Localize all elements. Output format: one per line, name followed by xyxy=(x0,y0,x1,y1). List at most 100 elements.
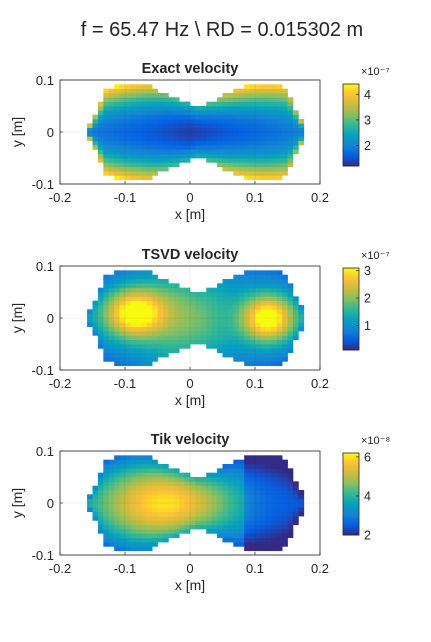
heatmap-cell xyxy=(98,123,104,128)
heatmap-cell xyxy=(120,283,126,288)
heatmap-cell xyxy=(185,499,191,504)
heatmap-cell xyxy=(244,141,250,146)
heatmap-cell xyxy=(255,516,261,521)
heatmap-cell xyxy=(260,106,266,111)
heatmap-cell xyxy=(185,301,191,306)
heatmap-cell xyxy=(228,102,234,107)
heatmap-cell xyxy=(260,348,266,353)
heatmap-cell xyxy=(158,123,164,128)
heatmap-cell xyxy=(250,455,256,460)
heatmap-cell xyxy=(120,149,126,154)
heatmap-cell xyxy=(158,520,164,525)
heatmap-cell xyxy=(277,353,283,358)
heatmap-cell xyxy=(260,486,266,491)
heatmap-cell xyxy=(260,499,266,504)
heatmap-cell xyxy=(206,486,212,491)
heatmap-cell xyxy=(190,119,196,124)
heatmap-cell xyxy=(93,516,99,521)
heatmap-cell xyxy=(103,533,109,538)
heatmap-cell xyxy=(136,128,142,133)
heatmap-cell xyxy=(158,348,164,353)
heatmap-cell xyxy=(244,507,250,512)
heatmap-cell xyxy=(103,340,109,345)
heatmap-cell xyxy=(152,477,158,482)
heatmap-cell xyxy=(120,167,126,172)
heatmap-cell xyxy=(179,507,185,512)
heatmap-cell xyxy=(141,327,147,332)
heatmap-cell xyxy=(293,309,299,314)
heatmap-cell xyxy=(206,516,212,521)
heatmap-cell xyxy=(233,136,239,141)
heatmap-cell xyxy=(168,309,174,314)
heatmap-cell xyxy=(190,149,196,154)
heatmap-cell xyxy=(109,119,115,124)
heatmap-cell xyxy=(239,322,245,327)
heatmap-cell xyxy=(277,318,283,323)
heatmap-cell xyxy=(190,477,196,482)
heatmap-cell xyxy=(120,132,126,137)
heatmap-cell xyxy=(103,292,109,297)
heatmap-cell xyxy=(109,305,115,310)
heatmap-cell xyxy=(147,460,153,465)
heatmap-cell xyxy=(217,318,223,323)
heatmap-cell xyxy=(195,292,201,297)
heatmap-cell xyxy=(114,538,120,543)
heatmap-cell xyxy=(266,145,272,150)
heatmap-cell xyxy=(147,348,153,353)
heatmap-cell xyxy=(250,542,256,547)
heatmap-cell xyxy=(288,145,294,150)
heatmap-cell xyxy=(266,322,272,327)
heatmap-cell xyxy=(130,154,136,159)
x-tick-label: -0.1 xyxy=(114,376,136,391)
heatmap-cell xyxy=(239,507,245,512)
y-axis-label: y [m] xyxy=(9,117,25,147)
heatmap-cell xyxy=(93,494,99,499)
heatmap-cell xyxy=(152,357,158,362)
heatmap-cell xyxy=(233,318,239,323)
heatmap-cell xyxy=(201,525,207,530)
heatmap-cell xyxy=(136,486,142,491)
heatmap-cell xyxy=(125,141,131,146)
heatmap-cell xyxy=(250,516,256,521)
heatmap-cell xyxy=(152,344,158,349)
heatmap-cell xyxy=(98,141,104,146)
heatmap-cell xyxy=(125,490,131,495)
heatmap-cell xyxy=(158,507,164,512)
heatmap-cell xyxy=(158,288,164,293)
heatmap-cell xyxy=(125,460,131,465)
heatmap-cell xyxy=(141,288,147,293)
heatmap-cell xyxy=(190,106,196,111)
heatmap-cell xyxy=(223,154,229,159)
heatmap-cell xyxy=(163,525,169,530)
heatmap-cell xyxy=(244,128,250,133)
heatmap-cell xyxy=(239,275,245,280)
heatmap-cell xyxy=(163,288,169,293)
heatmap-cell xyxy=(87,503,93,508)
heatmap-cell xyxy=(217,486,223,491)
heatmap-cell xyxy=(114,162,120,167)
heatmap-cell xyxy=(147,468,153,473)
heatmap-cell xyxy=(201,149,207,154)
heatmap-cell xyxy=(136,481,142,486)
heatmap-cell xyxy=(201,128,207,133)
heatmap-cell xyxy=(179,503,185,508)
heatmap-cell xyxy=(130,322,136,327)
heatmap-cell xyxy=(233,154,239,159)
heatmap-cell xyxy=(98,136,104,141)
heatmap-cell xyxy=(255,158,261,163)
heatmap-cell xyxy=(255,97,261,102)
heatmap-cell xyxy=(179,520,185,525)
heatmap-cell xyxy=(195,132,201,137)
heatmap-cell xyxy=(212,503,218,508)
heatmap-cell xyxy=(125,486,131,491)
heatmap-cell xyxy=(103,512,109,517)
heatmap-cell xyxy=(244,93,250,98)
heatmap-cell xyxy=(152,106,158,111)
heatmap-cell xyxy=(277,331,283,336)
heatmap-cell xyxy=(271,270,277,275)
heatmap-cell xyxy=(293,331,299,336)
heatmap-cell xyxy=(130,520,136,525)
heatmap-cell xyxy=(260,503,266,508)
heatmap-cell xyxy=(255,468,261,473)
heatmap-cell xyxy=(136,460,142,465)
